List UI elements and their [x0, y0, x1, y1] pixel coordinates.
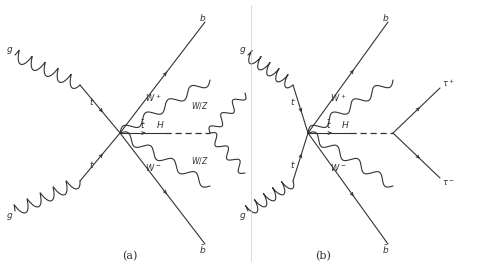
Text: (a): (a) [122, 251, 137, 261]
Text: $\bar{t}$: $\bar{t}$ [326, 119, 331, 131]
Text: $b$: $b$ [199, 11, 206, 23]
Text: $b$: $b$ [382, 11, 389, 23]
Text: $t$: $t$ [289, 95, 295, 106]
Text: $W^-$: $W^-$ [330, 162, 346, 173]
Text: $\tau^+$: $\tau^+$ [440, 77, 453, 89]
Text: $g$: $g$ [239, 210, 246, 222]
Text: $t$: $t$ [89, 160, 95, 171]
Text: $g$: $g$ [7, 210, 14, 222]
Text: $\bar{b}$: $\bar{b}$ [382, 244, 389, 256]
Text: $W^+$: $W^+$ [330, 93, 346, 104]
Text: $W/Z$: $W/Z$ [191, 156, 208, 167]
Text: $g$: $g$ [7, 44, 14, 56]
Text: $\tau^-$: $\tau^-$ [441, 178, 453, 188]
Text: $H$: $H$ [340, 118, 349, 130]
Text: $\bar{t}$: $\bar{t}$ [139, 119, 145, 131]
Text: $W^-$: $W^-$ [144, 162, 161, 173]
Text: $\bar{b}$: $\bar{b}$ [199, 244, 206, 256]
Text: $t$: $t$ [89, 95, 95, 106]
Text: $H$: $H$ [155, 118, 164, 130]
Text: (b): (b) [315, 251, 330, 261]
Text: $W^+$: $W^+$ [144, 93, 161, 104]
Text: $W/Z$: $W/Z$ [191, 99, 208, 110]
Text: $g$: $g$ [239, 44, 246, 56]
Text: $t$: $t$ [289, 160, 295, 171]
